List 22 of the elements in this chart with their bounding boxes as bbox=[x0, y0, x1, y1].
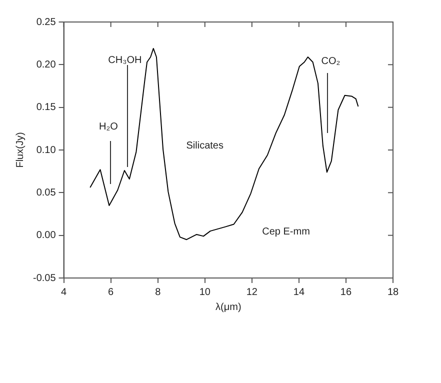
y-tick-label: -0.05 bbox=[32, 272, 56, 284]
x-tick-label: 6 bbox=[108, 286, 114, 298]
annotation: H₂O bbox=[99, 122, 118, 133]
y-tick-label: 0.15 bbox=[36, 102, 56, 114]
y-axis-title: Flux(Jy) bbox=[14, 132, 26, 168]
annotation: CH₃OH bbox=[108, 55, 142, 66]
y-tick-label: 0.25 bbox=[36, 16, 56, 28]
annotation: CO₂ bbox=[321, 56, 340, 68]
x-axis-title: λ(μm) bbox=[216, 302, 242, 313]
y-tick-label: 0.20 bbox=[36, 59, 56, 70]
y-tick-label: 0.00 bbox=[36, 230, 56, 242]
x-tick-label: 16 bbox=[340, 286, 352, 298]
y-tick-label: 0.05 bbox=[36, 187, 56, 198]
x-tick-label: 12 bbox=[246, 286, 258, 298]
annotation: Cep E-mm bbox=[262, 226, 310, 238]
y-tick-label: 0.10 bbox=[36, 144, 56, 156]
x-tick-label: 4 bbox=[61, 286, 68, 298]
x-tick-label: 18 bbox=[387, 286, 399, 298]
annotation: Silicates bbox=[186, 140, 224, 152]
x-tick-label: 8 bbox=[155, 286, 162, 298]
x-tick-label: 10 bbox=[199, 286, 211, 298]
x-tick-label: 14 bbox=[293, 286, 305, 298]
